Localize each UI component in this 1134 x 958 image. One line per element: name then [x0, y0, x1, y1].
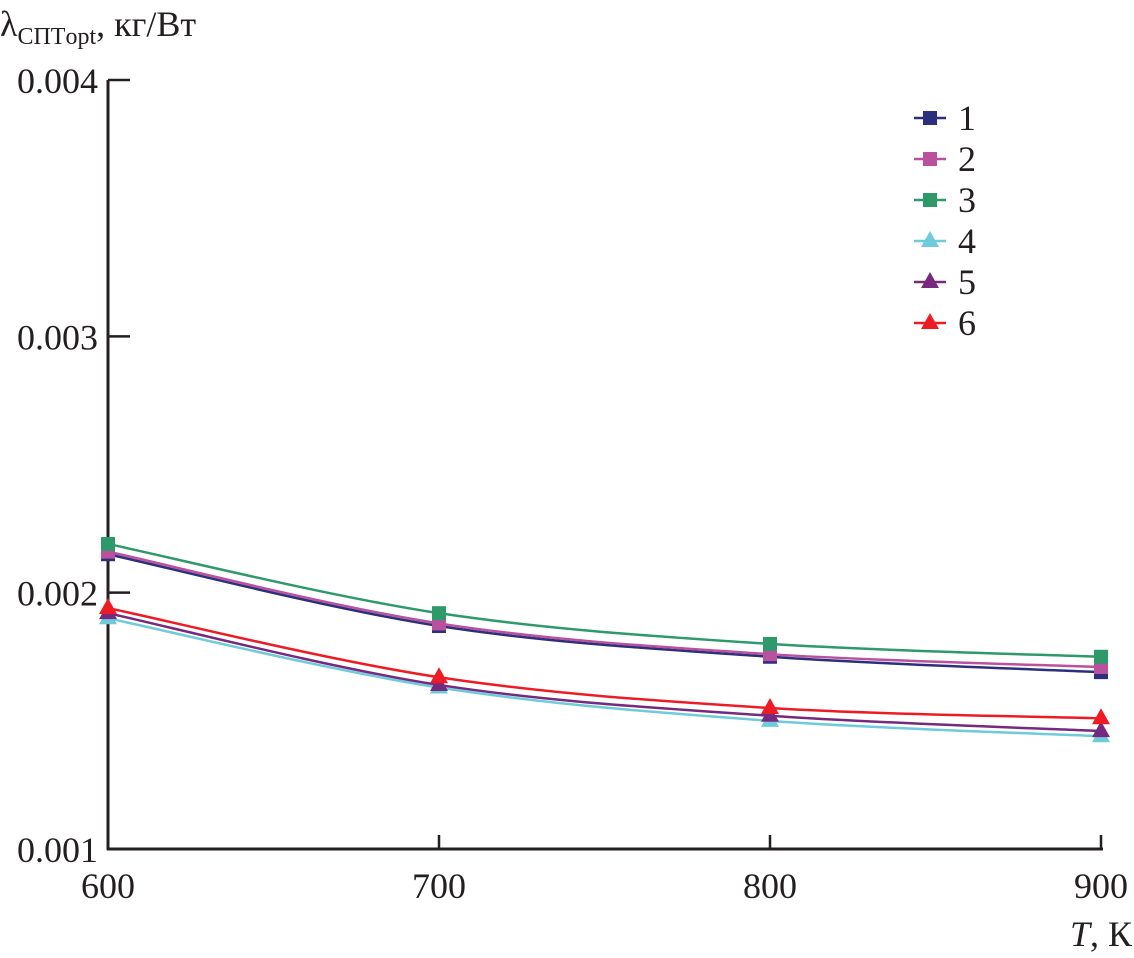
legend-item-3: 3	[914, 180, 976, 220]
data-point-6	[1092, 708, 1110, 725]
legend-item-4: 4	[914, 221, 976, 261]
y-tick-label: 0.002	[17, 574, 98, 614]
series-line-3	[107, 542, 1102, 658]
x-tick-label: 700	[412, 866, 466, 906]
series-line-1	[107, 552, 1102, 674]
data-point-3	[432, 606, 446, 621]
data-point-6	[761, 698, 779, 715]
series-1	[101, 547, 1108, 680]
legend-label: 5	[958, 262, 976, 302]
series-5	[99, 603, 1110, 738]
legend-label: 1	[958, 98, 976, 138]
series-line-4	[107, 617, 1102, 738]
legend-label: 4	[958, 221, 976, 261]
x-axis-label: T, К	[1070, 914, 1133, 954]
legend-marker	[923, 111, 937, 125]
legend-item-5: 5	[914, 262, 976, 302]
data-point-6	[430, 667, 448, 684]
series-2	[101, 544, 1108, 675]
x-tick-label: 800	[743, 866, 797, 906]
legend-label: 6	[958, 303, 976, 343]
data-point-3	[763, 636, 777, 651]
legend-item-2: 2	[914, 139, 976, 179]
legend-label: 2	[958, 139, 976, 179]
data-point-6	[99, 598, 117, 615]
legend-marker	[923, 152, 937, 166]
legend-marker	[921, 272, 939, 288]
data-point-5	[1092, 721, 1110, 738]
x-tick-label: 900	[1074, 866, 1128, 906]
series-line-2	[107, 550, 1102, 669]
y-tick-label: 0.001	[17, 830, 98, 870]
x-tick-label: 600	[81, 866, 135, 906]
series-4	[99, 608, 1110, 743]
y-tick-label: 0.004	[17, 61, 98, 101]
y-tick-label: 0.003	[17, 317, 98, 357]
legend-marker	[921, 313, 939, 329]
y-axis-label: λСПТopt, кг/Вт	[0, 4, 196, 50]
legend-label: 3	[958, 180, 976, 220]
series-line-6	[107, 606, 1102, 720]
legend-marker	[921, 231, 939, 247]
legend-item-6: 6	[914, 303, 976, 343]
legend-item-1: 1	[914, 98, 976, 138]
data-point-3	[1094, 649, 1108, 664]
series-6	[99, 598, 1110, 725]
series-line-5	[107, 611, 1102, 733]
series-3	[101, 536, 1108, 664]
legend-marker	[923, 193, 937, 207]
data-point-3	[101, 536, 115, 551]
axes	[106, 80, 1103, 851]
